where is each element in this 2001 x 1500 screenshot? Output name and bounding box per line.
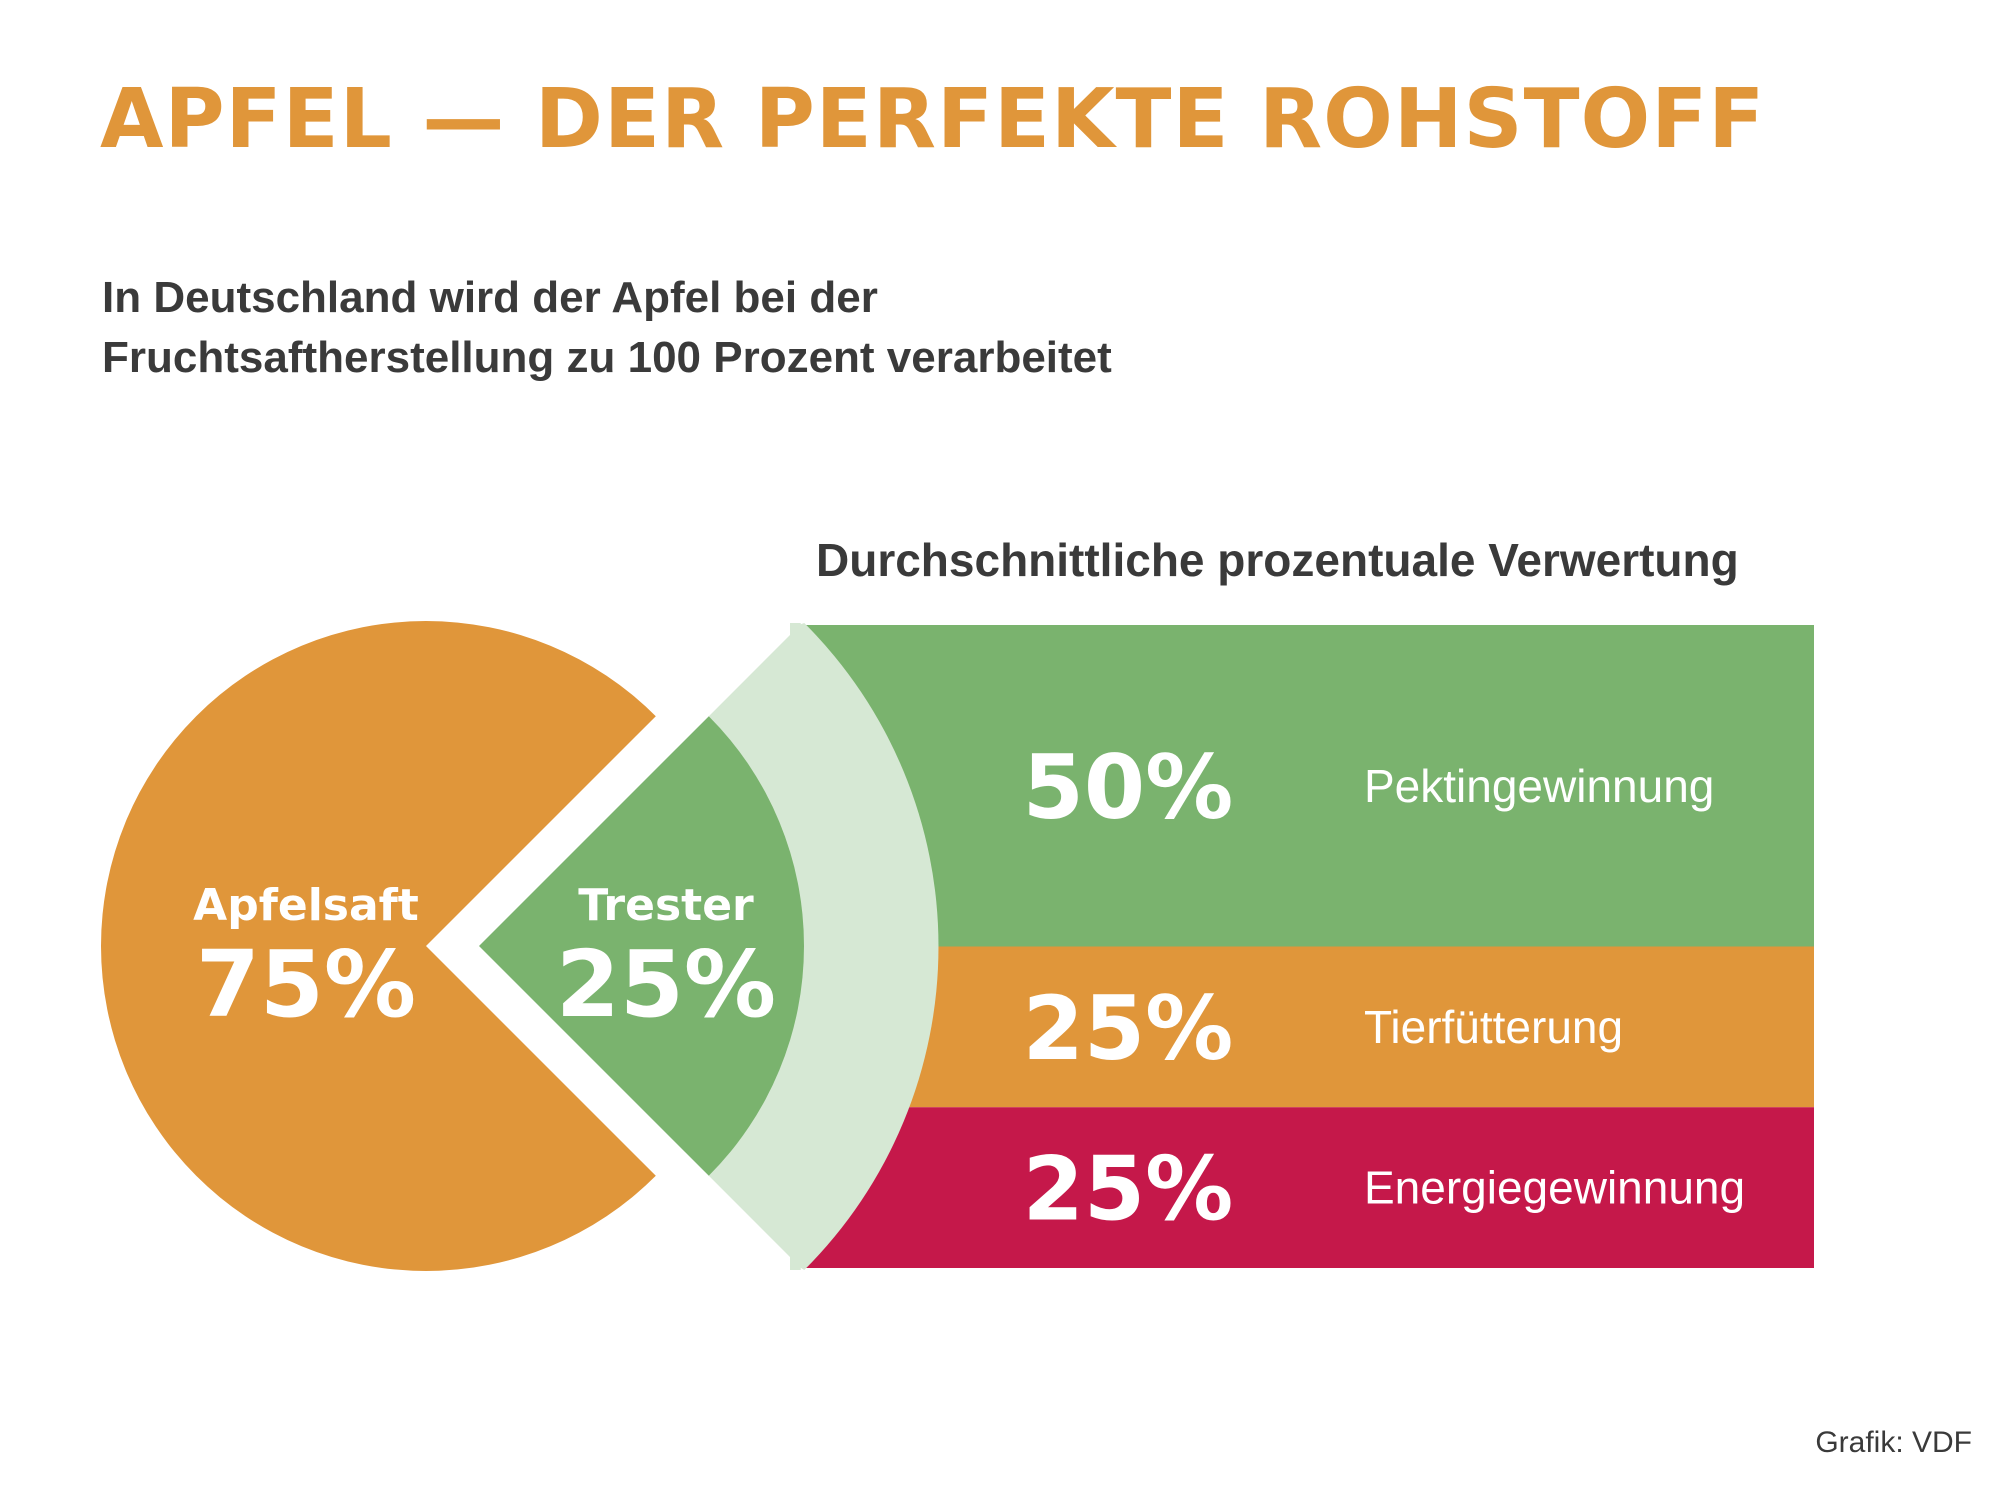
subtitle-line-2: Fruchtsaftherstellung zu 100 Prozent ver… — [102, 333, 1112, 382]
source-credit: Grafik: VDF — [1815, 1426, 1972, 1459]
band-top-trim — [800, 623, 805, 625]
bar-left-curve-mask — [790, 623, 939, 1270]
bar-value-tierfuetterung: 25% — [1023, 977, 1234, 1080]
pie-slice-trester — [479, 716, 804, 1176]
bar-segment-energiegewinnung — [800, 1107, 1814, 1268]
bar-value-pektingewinnung: 50% — [1023, 736, 1234, 839]
chart-subtitle: In Deutschland wird der Apfel bei der Fr… — [102, 268, 1112, 388]
bar-segment-pektingewinnung — [800, 625, 1814, 947]
band-bottom-trim — [800, 1267, 805, 1270]
pie-label-trester: Trester — [578, 880, 754, 931]
breakdown-title: Durchschnittliche prozentuale Verwertung — [816, 534, 1739, 586]
bar-value-energiegewinnung: 25% — [1023, 1138, 1234, 1241]
pie-value-apfelsaft: 75% — [196, 931, 416, 1038]
pie-value-trester: 25% — [556, 931, 776, 1038]
bar-segment-tierfuetterung — [800, 946, 1814, 1108]
subtitle-line-1: In Deutschland wird der Apfel bei der — [102, 273, 878, 322]
chart-title: APFEL — DER PERFEKTE ROHSTOFF — [100, 72, 1766, 167]
bar-label-tierfuetterung: Tierfütterung — [1364, 1001, 1623, 1053]
bar-label-pektingewinnung: Pektingewinnung — [1364, 760, 1714, 812]
pie-label-apfelsaft: Apfelsaft — [193, 880, 419, 931]
bar-label-energiegewinnung: Energiegewinnung — [1364, 1162, 1745, 1214]
pie-slice-apfelsaft — [100, 620, 656, 1271]
